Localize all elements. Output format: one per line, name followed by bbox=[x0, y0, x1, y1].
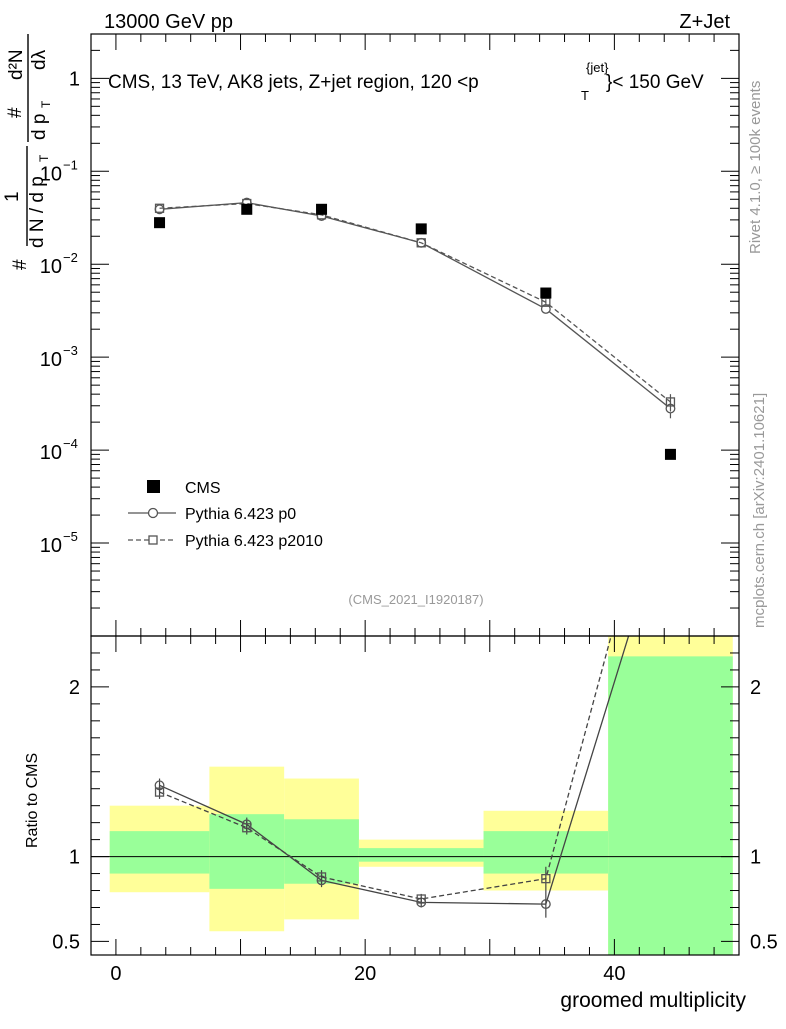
ytick-ratio-label-right-0: 0.5 bbox=[750, 931, 778, 953]
ylabel-dlambda: dλ bbox=[29, 49, 50, 70]
ylabel-denominator: d N / d p bbox=[27, 176, 48, 248]
main-ylabel: # 1 d N / d p T # d²N d p T dλ bbox=[2, 34, 53, 270]
ylabel-hash-2: # bbox=[5, 107, 26, 118]
main-line-p2010 bbox=[159, 202, 671, 403]
ratio-series bbox=[154, 496, 675, 918]
ytick-main-label-exp-4: −4 bbox=[63, 436, 78, 451]
ytick-main-label-base-3: 10 bbox=[40, 349, 62, 371]
main-point-cms-3 bbox=[415, 223, 427, 235]
main-line-p0 bbox=[159, 201, 671, 410]
ytick-ratio-label-left-2: 2 bbox=[69, 677, 80, 699]
ratio-band-green-0 bbox=[109, 831, 210, 874]
ylabel-numerator-one: 1 bbox=[2, 191, 23, 202]
rivet-label: Rivet 4.1.0, ≥ 100k events bbox=[747, 81, 764, 254]
ratio-point-p2010-0 bbox=[154, 787, 165, 797]
ratio-band-green-5 bbox=[608, 656, 733, 955]
ytick-ratio-label-right-1: 1 bbox=[750, 847, 761, 869]
legend-p2010-label: Pythia 6.423 p2010 bbox=[185, 533, 323, 550]
main-title-text: CMS, 13 TeV, AK8 jets, Z+jet region, 120… bbox=[108, 72, 479, 93]
ratio-point-p2010-3 bbox=[416, 894, 426, 904]
ratio-point-p0-4 bbox=[540, 899, 551, 910]
ytick-main-label-exp-2: −2 bbox=[63, 250, 78, 265]
analysis-watermark: (CMS_2021_I1920187) bbox=[348, 592, 483, 607]
ratio-band-green-3 bbox=[358, 848, 484, 862]
ytick-main-label-exp-1: −1 bbox=[63, 157, 78, 172]
ylabel-d2n: d²N bbox=[6, 49, 27, 80]
ylabel-hash-1: # bbox=[10, 259, 31, 270]
ratio-point-p0-5 bbox=[666, 496, 675, 505]
mcplots-label: mcplots.cern.ch [arXiv:2401.10621] bbox=[751, 393, 768, 628]
ytick-main-label-base-2: 10 bbox=[40, 256, 62, 278]
main-point-p2010-3 bbox=[416, 238, 426, 248]
main-point-cms-5 bbox=[664, 448, 676, 460]
ytick-ratio-label-left-1: 1 bbox=[69, 847, 80, 869]
ytick-ratio-label-left-0: 0.5 bbox=[52, 931, 80, 953]
legend-cms-label: CMS bbox=[185, 480, 221, 497]
ratio-bands bbox=[109, 636, 733, 955]
ratio-band-green-4 bbox=[483, 831, 609, 874]
legend: CMS Pythia 6.423 p0 Pythia 6.423 p2010 bbox=[128, 480, 323, 550]
xtick-label-40: 40 bbox=[603, 963, 625, 985]
header-right: Z+Jet bbox=[679, 11, 730, 33]
ytick-ratio-label-right-2: 2 bbox=[750, 677, 761, 699]
main-title-tail: }< 150 GeV bbox=[606, 72, 704, 93]
ratio-ylabel: Ratio to CMS bbox=[24, 753, 41, 848]
main-title-sup: {jet} bbox=[586, 60, 609, 75]
ratio-line-p2010 bbox=[159, 636, 612, 900]
main-series bbox=[154, 197, 676, 460]
legend-p2010-marker bbox=[148, 535, 158, 545]
legend-p0-marker bbox=[147, 507, 159, 519]
main-title-sub: T bbox=[581, 88, 589, 103]
ratio-point-p2010-1 bbox=[242, 823, 252, 833]
ytick-main-label-exp-3: −3 bbox=[63, 343, 78, 358]
ytick-main-label-0: 1 bbox=[69, 68, 80, 90]
main-point-p2010-0 bbox=[154, 203, 165, 213]
ytick-main-label-exp-5: −5 bbox=[63, 529, 78, 544]
xtick-label-0: 0 bbox=[110, 963, 121, 985]
main-point-p2010-5 bbox=[665, 397, 676, 407]
main-title: CMS, 13 TeV, AK8 jets, Z+jet region, 120… bbox=[108, 60, 704, 103]
ratio-point-p2010-4 bbox=[541, 873, 551, 884]
ratio-line-p0 bbox=[159, 636, 630, 905]
ytick-main-label-base-1: 10 bbox=[40, 163, 62, 185]
legend-cms-marker bbox=[147, 480, 160, 493]
main-point-cms-4 bbox=[540, 287, 552, 299]
ylabel-right-den-sub: T bbox=[39, 100, 53, 108]
ratio-point-p2010-2 bbox=[316, 872, 327, 882]
ytick-main-label-base-4: 10 bbox=[40, 442, 62, 464]
xtick-label-20: 20 bbox=[354, 963, 376, 985]
main-point-cms-0 bbox=[154, 217, 166, 229]
header-left: 13000 GeV pp bbox=[104, 11, 233, 33]
ylabel-den-sub: T bbox=[37, 154, 51, 162]
ytick-main-label-base-5: 10 bbox=[40, 535, 62, 557]
main-point-cms-1 bbox=[241, 203, 253, 215]
main-point-cms-2 bbox=[316, 203, 328, 215]
ylabel-right-den: d p bbox=[29, 114, 50, 140]
xlabel: groomed multiplicity bbox=[560, 989, 746, 1012]
legend-p0-label: Pythia 6.423 p0 bbox=[185, 506, 296, 523]
